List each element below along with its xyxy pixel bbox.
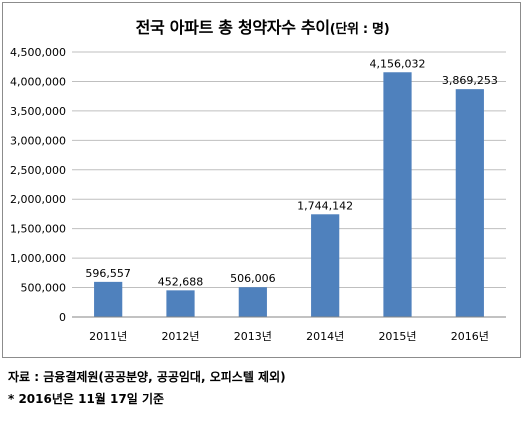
y-tick-label: 2,000,000	[10, 193, 66, 206]
y-tick-label: 3,000,000	[10, 134, 66, 147]
data-label: 1,744,142	[297, 199, 353, 212]
y-tick-label: 4,000,000	[10, 75, 66, 88]
notes: 자료 : 금융결제원(공공분양, 공공임대, 오피스텔 제외) * 2016년은…	[8, 366, 286, 410]
x-tick-label: 2015년	[378, 330, 416, 343]
x-axis-ticks: 2011년 2012년 2013년 2014년 2015년 2016년	[89, 330, 489, 343]
unit-label: (단위 : 명)	[329, 22, 390, 37]
data-label: 4,156,032	[370, 57, 426, 70]
bar-chart: 0 500,000 1,000,000 1,500,000 2,000,000 2,500…	[10, 46, 506, 343]
x-tick-label: 2012년	[161, 330, 199, 343]
y-tick-label: 2,500,000	[10, 164, 66, 177]
gridlines	[72, 51, 506, 289]
source-note: 자료 : 금융결제원(공공분양, 공공임대, 오피스텔 제외)	[8, 370, 286, 384]
chart-title: 전국 아파트 총 청약자수 추이(단위 : 명)	[0, 14, 525, 38]
x-tick-label: 2016년	[451, 330, 489, 343]
bar	[94, 281, 123, 317]
x-tick-label: 2011년	[89, 330, 127, 343]
chart-title-text: 전국 아파트 총 청약자수 추이	[135, 18, 330, 37]
data-label: 3,869,253	[442, 74, 498, 87]
y-tick-label: 0	[59, 311, 66, 324]
data-label: 506,006	[230, 272, 276, 285]
bar	[383, 72, 412, 317]
y-tick-label: 4,500,000	[10, 46, 66, 59]
x-tick-label: 2013년	[234, 330, 272, 343]
bar	[311, 214, 340, 317]
data-label: 596,557	[85, 267, 131, 280]
bar	[455, 89, 484, 318]
y-tick-label: 3,500,000	[10, 105, 66, 118]
y-tick-label: 1,000,000	[10, 252, 66, 265]
y-tick-label: 1,500,000	[10, 223, 66, 236]
data-labels: 596,557 452,688 506,006 1,744,142 4,156,032 3…	[85, 57, 497, 288]
bar	[238, 287, 267, 317]
x-tick-label: 2014년	[306, 330, 344, 343]
data-label: 452,688	[158, 275, 204, 288]
bars	[94, 72, 484, 318]
y-axis-ticks: 0 500,000 1,000,000 1,500,000 2,000,000 2,500…	[10, 46, 66, 324]
y-tick-label: 500,000	[21, 282, 67, 295]
date-footnote: * 2016년은 11월 17일 기준	[8, 392, 165, 406]
bar	[166, 290, 195, 317]
